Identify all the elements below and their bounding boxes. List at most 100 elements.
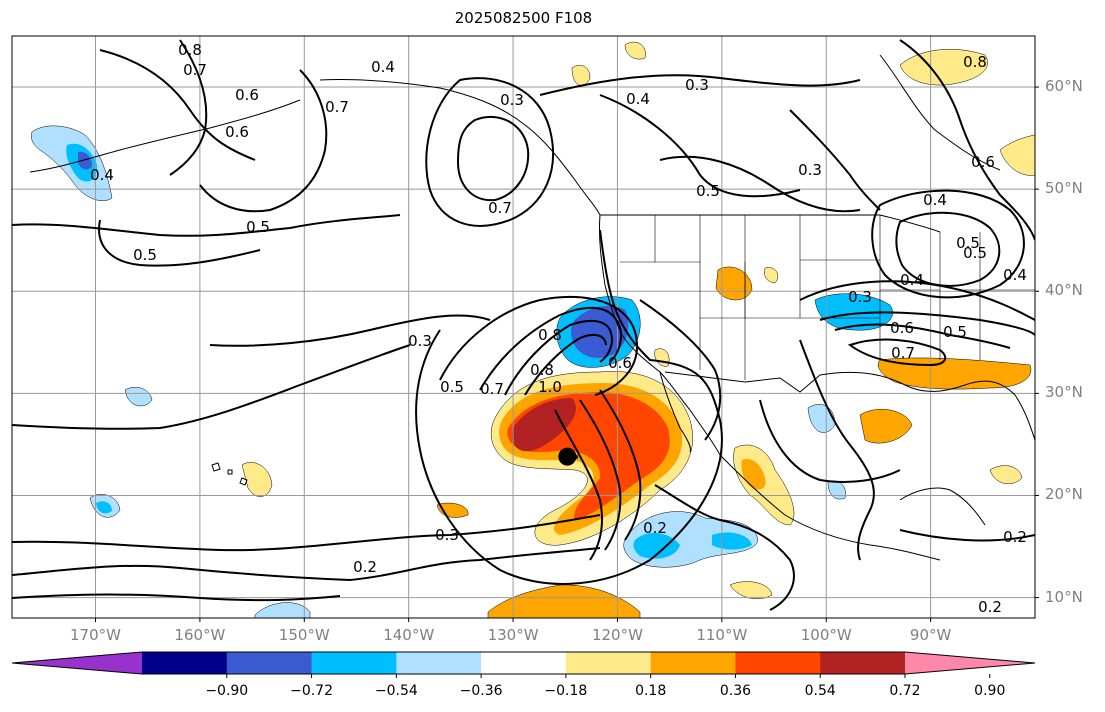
shade-positive-texas: [859, 409, 913, 444]
shade-negative-small-1-dark: [96, 501, 112, 514]
contour-label: 0.7: [480, 380, 504, 398]
coastline-baja: [659, 371, 691, 453]
contour-0.5-central-outer: [415, 229, 723, 585]
contour-label: 0.5: [133, 246, 157, 264]
contour-0.3-mid: [209, 314, 491, 347]
colorbar-tick-label: 0.90: [974, 683, 1006, 699]
colorbar-tick-label: 0.72: [889, 683, 921, 699]
shade-positive-rockies-2: [764, 267, 779, 284]
contour-label: 0.4: [1003, 266, 1027, 284]
colorbar-tick-label: −0.72: [290, 683, 333, 699]
contour-0.3-north-2: [789, 109, 881, 211]
colorbar-tick-label: −0.36: [459, 683, 503, 699]
contour-0.2-south-2: [12, 593, 341, 602]
contour-lines: [12, 39, 1035, 611]
shade-negative-gulf: [814, 293, 893, 331]
colorbar-segment: [226, 652, 313, 674]
colorbar-tick-label: 0.18: [635, 683, 667, 699]
colorbar-tick-label: −0.54: [374, 683, 418, 699]
colorbar-segment: [311, 652, 397, 674]
coastline-aleutians: [29, 99, 301, 173]
storm-center-marker: [558, 447, 577, 466]
contour-label: 0.3: [848, 288, 872, 306]
contour-0.7-inner: [456, 115, 530, 202]
contour-0.2-mexico: [654, 484, 795, 611]
contour-label: 0.6: [608, 354, 632, 372]
contour-label: 0.6: [971, 153, 995, 171]
shade-positive-yucatan: [989, 465, 1023, 485]
colorbar-tick-label: 0.54: [804, 683, 836, 699]
contour-0.7-central: [479, 306, 622, 391]
contour-0.4-ne-ring: [871, 189, 1025, 299]
contour-label: 0.5: [956, 234, 980, 252]
lon-label: 110°W: [696, 626, 748, 644]
colorbar-tick-label: 0.36: [719, 683, 752, 699]
contour-label: 0.5: [696, 182, 720, 200]
lat-label: 40°N: [1045, 281, 1083, 300]
contour-0.8-central: [504, 319, 613, 396]
contour-label: 0.8: [530, 361, 554, 379]
lon-label: 140°W: [383, 626, 435, 644]
shade-positive-hawaii: [241, 462, 273, 497]
lon-label: 170°W: [70, 626, 121, 644]
contour-0.3-north: [539, 74, 861, 96]
contour-0.5-mid: [98, 219, 261, 267]
contour-label: 0.2: [643, 519, 667, 537]
contour-label: 0.4: [900, 271, 924, 289]
contour-central-stream-1: [554, 409, 603, 561]
lon-label: 120°W: [591, 626, 643, 644]
contour-label: 0.7: [891, 344, 915, 362]
lat-label: 10°N: [1045, 587, 1083, 606]
colorbar: [11, 651, 1036, 678]
lon-label: 150°W: [278, 626, 330, 644]
contour-label: 0.5: [943, 323, 967, 341]
coastline-alaska: [319, 78, 601, 216]
contour-label: 0.4: [90, 166, 114, 184]
lon-label: 160°W: [174, 626, 226, 644]
contour-label: 0.8: [538, 326, 562, 344]
contour-1.0-central: [524, 333, 607, 396]
contour-0.7-east: [847, 338, 947, 367]
contour-label: 0.3: [435, 526, 459, 544]
contour-0.5-nw: [199, 69, 328, 213]
colorbar-extend-max: [905, 652, 1035, 674]
contour-label: 1.0: [538, 378, 562, 396]
colorbar-segment: [142, 652, 228, 674]
contour-label: 0.2: [353, 558, 377, 576]
hawaii-islands: [211, 462, 248, 486]
contour-labels: 0.8 0.7 0.4 0.7 0.6 0.4 0.5 0.5 0.7 0.3 …: [90, 41, 1027, 616]
colorbar-segment: [565, 652, 652, 674]
contour-label: 0.3: [798, 161, 822, 179]
contour-0.5-west: [12, 214, 401, 237]
lat-label: 50°N: [1045, 179, 1083, 198]
contour-0.6-east: [834, 323, 1011, 349]
contour-0.3-west: [12, 344, 411, 430]
map-title: 2025082500 F108: [454, 9, 593, 27]
contour-0.4-north: [599, 94, 801, 198]
contour-label: 0.4: [923, 191, 947, 209]
contour-0.8-ne: [899, 39, 1035, 241]
lat-label: 30°N: [1045, 383, 1083, 402]
coastline-yucatan: [899, 487, 986, 526]
colorbar-segment: [396, 652, 482, 674]
map-panel: 0.8 0.7 0.4 0.7 0.6 0.4 0.5 0.5 0.7 0.3 …: [12, 36, 1035, 618]
contour-central-stream-3: [599, 389, 642, 541]
contour-label: 0.5: [963, 244, 987, 262]
contour-0.2-south: [12, 547, 601, 582]
shade-negative-small-3: [807, 404, 836, 433]
contour-0.5-ne-ring: [895, 211, 1001, 287]
contour-label: 0.8: [963, 53, 987, 71]
coastline-gulf: [819, 371, 1035, 441]
lat-label: 20°N: [1045, 485, 1083, 504]
map-frame: [11, 35, 1036, 619]
contour-label: 0.6: [235, 86, 259, 104]
shade-negative-aleutian-core: [78, 151, 92, 170]
contour-0.3-baja: [639, 299, 722, 441]
shade-positive-central-darkred: [512, 398, 576, 452]
shade-positive-small-2: [729, 581, 773, 600]
colorbar-segment: [735, 652, 821, 674]
contour-0.2-gulf: [759, 399, 901, 483]
colorbar-segment: [650, 652, 736, 674]
contour-0.6-north: [99, 49, 256, 161]
